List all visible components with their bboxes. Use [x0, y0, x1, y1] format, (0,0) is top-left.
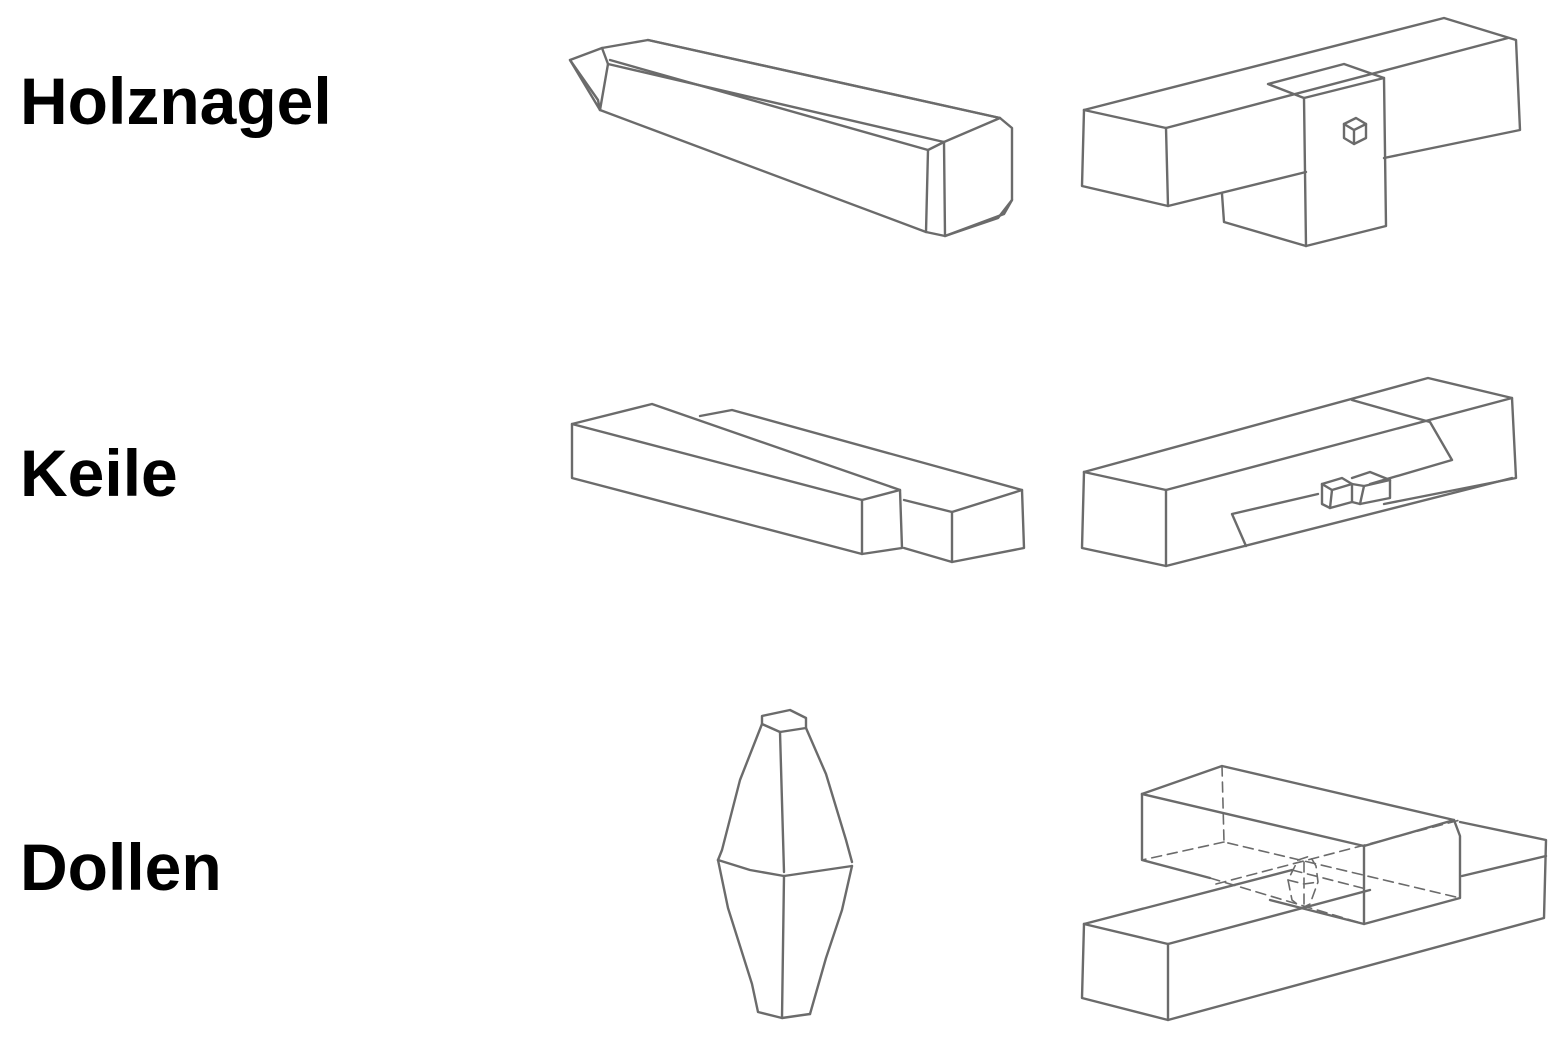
keile-wedges-sketch	[570, 402, 1026, 564]
label-dollen: Dollen	[20, 830, 222, 904]
dollen-dowel-sketch	[716, 708, 854, 1020]
dollen-joint-sketch	[1080, 764, 1548, 1022]
holznagel-peg-sketch	[568, 38, 1014, 238]
holznagel-joint-sketch	[1080, 16, 1522, 248]
keile-joint-sketch	[1080, 376, 1518, 568]
label-holznagel: Holznagel	[20, 64, 332, 138]
label-keile: Keile	[20, 436, 178, 510]
